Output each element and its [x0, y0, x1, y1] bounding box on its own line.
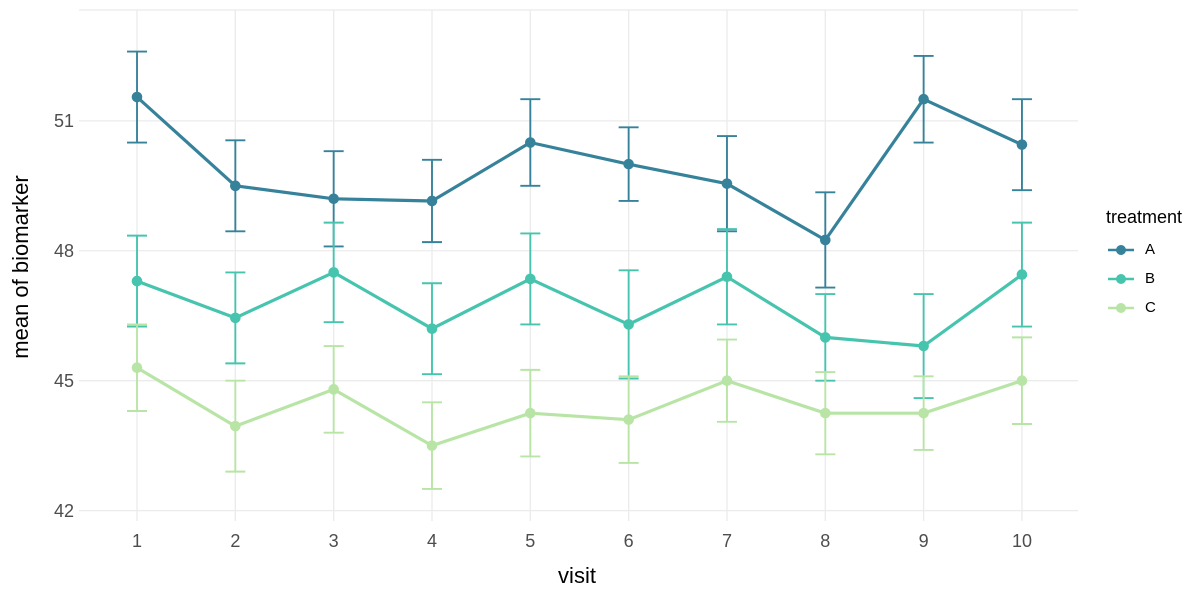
y-tick-label: 45 [53, 370, 74, 391]
data-point-A-visit-6 [623, 158, 634, 170]
data-point-C-visit-6 [623, 414, 634, 425]
x-tick-label: 1 [131, 531, 143, 551]
x-tick-label: 7 [721, 531, 732, 551]
data-point-A-visit-10 [1016, 139, 1028, 150]
data-point-C-visit-8 [820, 407, 831, 419]
data-point-C-visit-2 [230, 420, 241, 432]
data-point-C-visit-10 [1016, 375, 1028, 386]
legend-key-point-C [1116, 302, 1126, 313]
data-point-A-visit-2 [230, 180, 241, 192]
y-axis-title: mean of biomarker [8, 175, 33, 359]
y-tick-label: 48 [53, 240, 74, 261]
data-point-B-visit-4 [426, 323, 438, 335]
legend-item-A: A [1106, 236, 1182, 263]
x-tick-label: 5 [525, 531, 536, 551]
x-tick-label: 2 [230, 531, 241, 551]
x-tick-label: 8 [820, 531, 831, 551]
x-axis-title: visit [558, 563, 596, 588]
data-point-C-visit-5 [525, 407, 536, 419]
data-point-B-visit-2 [230, 312, 241, 324]
x-tick-label: 9 [918, 531, 929, 551]
data-point-A-visit-1 [131, 91, 143, 103]
legend-item-B: B [1106, 265, 1182, 292]
x-tick-label: 4 [426, 531, 437, 551]
data-point-B-visit-6 [623, 319, 634, 330]
legend-item-C: C [1106, 294, 1182, 321]
data-point-B-visit-7 [721, 271, 733, 283]
data-point-A-visit-9 [918, 93, 929, 105]
data-point-C-visit-9 [918, 407, 929, 419]
data-point-B-visit-9 [918, 340, 929, 352]
y-tick-label: 42 [53, 500, 74, 521]
legend-key-A [1108, 244, 1134, 255]
legend-key-point-B [1116, 273, 1126, 284]
data-point-B-visit-5 [525, 273, 536, 285]
x-tick-label: 3 [328, 531, 339, 551]
legend-key-point-A [1116, 244, 1126, 255]
data-point-C-visit-1 [131, 362, 143, 374]
data-point-A-visit-5 [525, 137, 536, 148]
legend-key-C [1108, 302, 1134, 313]
data-point-B-visit-8 [820, 332, 831, 343]
data-point-A-visit-4 [426, 195, 438, 207]
data-point-A-visit-3 [328, 193, 339, 205]
series-line-B [136, 270, 1023, 348]
legend-label-B: B [1145, 270, 1156, 287]
legend-label-A: A [1145, 241, 1156, 258]
legend-title: treatment [1106, 207, 1183, 227]
data-point-C-visit-4 [426, 440, 438, 451]
series-line-C [136, 366, 1023, 448]
legend-key-B [1108, 273, 1134, 284]
data-point-C-visit-3 [328, 384, 339, 395]
data-point-A-visit-7 [721, 178, 733, 189]
x-tick-label: 6 [623, 531, 634, 551]
data-point-B-visit-10 [1016, 269, 1028, 280]
legend-label-C: C [1145, 299, 1156, 316]
data-point-A-visit-8 [820, 234, 831, 246]
x-tick-label: 10 [1011, 531, 1032, 551]
y-tick-label: 51 [53, 110, 74, 131]
data-point-C-visit-7 [721, 375, 733, 386]
series-line-A [135, 95, 1023, 242]
data-point-B-visit-1 [131, 275, 143, 287]
data-point-B-visit-3 [328, 267, 339, 278]
